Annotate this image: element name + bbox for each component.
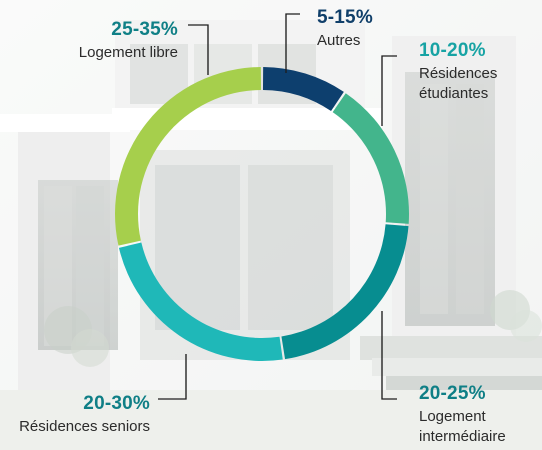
- leader-line-1: [381, 55, 397, 126]
- slice-category-label-3: Résidences seniors: [19, 418, 150, 435]
- slice-category-label-0: Autres: [317, 32, 360, 49]
- slice-category-line-2-1: intermédiaire: [419, 428, 506, 445]
- donut-slice-logement-interm-diaire: [281, 224, 409, 360]
- leader-lines: [158, 13, 397, 400]
- slice-category-line-1-1: étudiantes: [419, 85, 488, 102]
- donut-group: [115, 67, 409, 361]
- donut-slice-r-sidences-tudiantes: [332, 93, 409, 224]
- donut-slice-logement-libre: [115, 67, 262, 246]
- chart-labels: 5-15% Autres 10-20% Résidences étudiantes 20-…: [19, 7, 506, 445]
- leader-line-2: [381, 311, 397, 400]
- slice-range-label-3: 20-30%: [83, 393, 150, 414]
- slice-category-label-2: Logement intermédiaire: [419, 408, 506, 445]
- leader-line-3: [158, 354, 187, 400]
- donut-slice-r-sidences-seniors: [118, 242, 283, 361]
- slice-category-line-2-0: Logement: [419, 408, 487, 425]
- leader-line-0: [285, 13, 300, 73]
- slice-range-label-0: 5-15%: [317, 7, 373, 28]
- slice-category-label-1: Résidences étudiantes: [419, 65, 497, 102]
- slice-range-label-2: 20-25%: [419, 383, 486, 404]
- slice-range-label-1: 10-20%: [419, 40, 486, 61]
- slice-category-label-4: Logement libre: [79, 44, 178, 61]
- leader-line-4: [188, 24, 209, 75]
- slice-category-line-1-0: Résidences: [419, 65, 497, 82]
- donut-slice-autres: [262, 67, 344, 112]
- slice-range-label-4: 25-35%: [111, 19, 178, 40]
